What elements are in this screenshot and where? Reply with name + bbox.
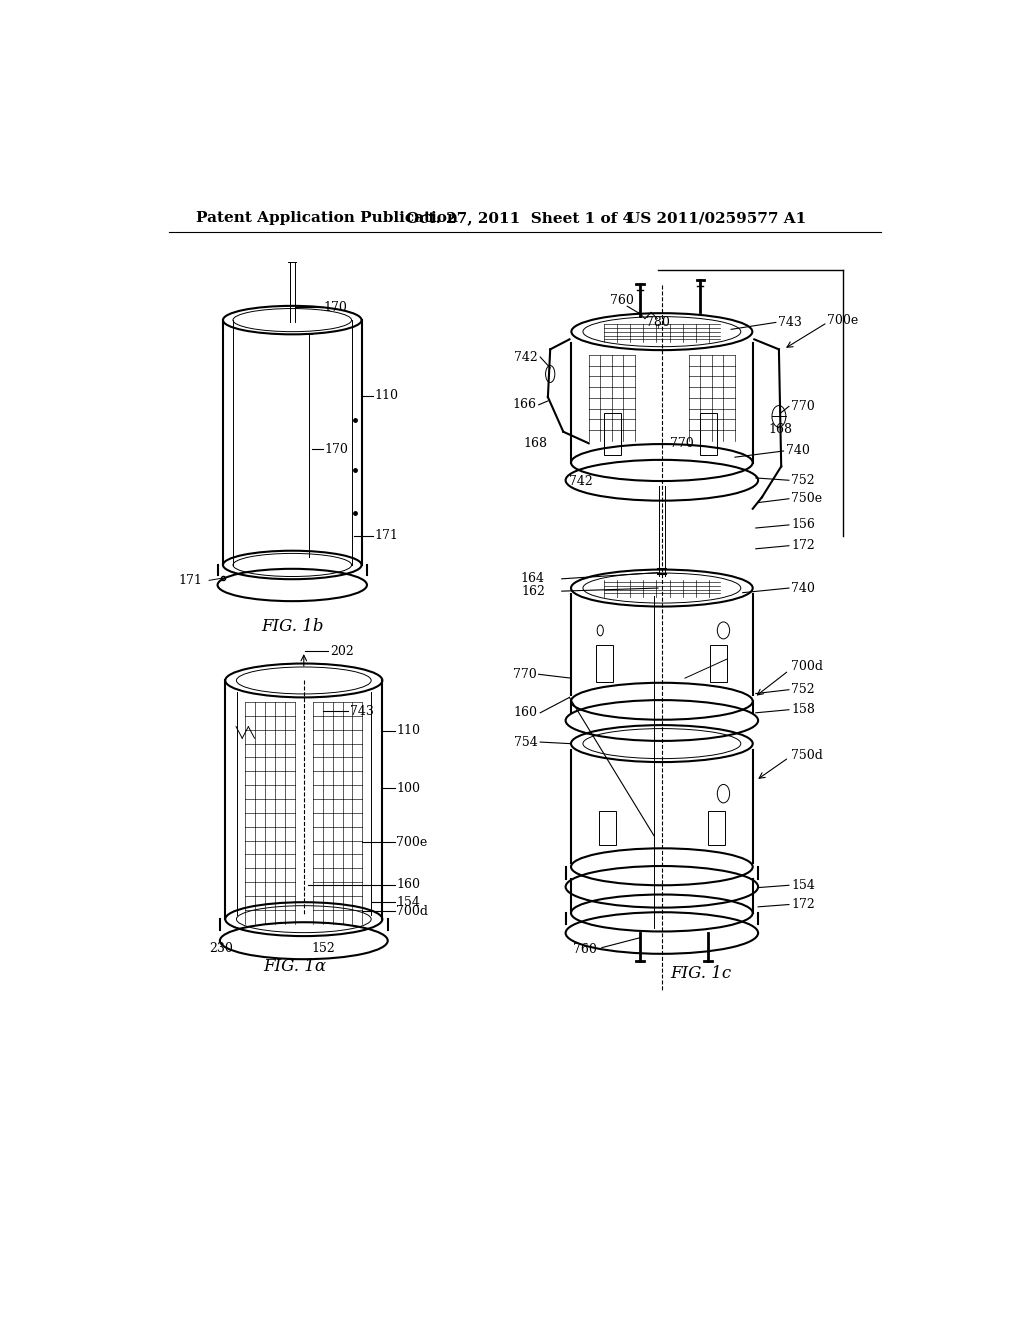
Text: 760: 760: [610, 294, 634, 308]
Text: 172: 172: [792, 539, 815, 552]
Text: 740: 740: [792, 582, 815, 594]
Text: 152: 152: [311, 942, 335, 954]
Bar: [604, 413, 621, 455]
Text: US 2011/0259577 A1: US 2011/0259577 A1: [628, 211, 807, 226]
Text: 110: 110: [375, 389, 398, 403]
Text: 168: 168: [768, 422, 793, 436]
Text: 742: 742: [514, 351, 538, 363]
Text: 743: 743: [350, 705, 374, 718]
Bar: [596, 645, 613, 682]
Text: 156: 156: [792, 519, 815, 532]
Text: FIG. 1c: FIG. 1c: [670, 965, 731, 982]
Text: Patent Application Publication: Patent Application Publication: [196, 211, 458, 226]
Text: 752: 752: [792, 684, 815, 696]
Text: 166: 166: [512, 399, 537, 412]
Text: 164: 164: [521, 573, 545, 585]
Text: 154: 154: [792, 879, 815, 892]
Text: 743: 743: [778, 315, 802, 329]
Text: 230: 230: [209, 942, 232, 954]
Text: 171: 171: [375, 529, 398, 543]
Text: 770: 770: [513, 668, 537, 681]
Bar: [599, 810, 615, 845]
Text: 171: 171: [178, 574, 202, 587]
Text: 154: 154: [396, 896, 420, 908]
Text: 700d: 700d: [792, 660, 823, 673]
Text: 750e: 750e: [792, 492, 822, 506]
Bar: [700, 413, 717, 455]
Text: 770: 770: [792, 400, 815, 413]
Text: 754: 754: [514, 735, 538, 748]
Text: 162: 162: [521, 585, 545, 598]
Text: 158: 158: [792, 704, 815, 717]
Text: 202: 202: [330, 644, 353, 657]
Text: 172: 172: [792, 898, 815, 911]
Text: FIG. 1α: FIG. 1α: [263, 958, 326, 975]
Text: 160: 160: [396, 878, 420, 891]
Text: 700e: 700e: [827, 314, 859, 326]
Text: 170: 170: [325, 444, 348, 455]
Text: FIG. 1b: FIG. 1b: [261, 618, 324, 635]
Text: 742: 742: [569, 475, 593, 488]
Bar: [710, 645, 727, 682]
Text: 168: 168: [524, 437, 548, 450]
Text: 780: 780: [646, 315, 670, 329]
Text: 700e: 700e: [396, 836, 427, 849]
Text: 750d: 750d: [792, 748, 823, 762]
Text: 100: 100: [396, 781, 420, 795]
Text: 752: 752: [792, 474, 815, 487]
Text: 770: 770: [670, 437, 693, 450]
Text: 740: 740: [785, 445, 810, 458]
Text: 170: 170: [323, 301, 347, 314]
Text: 760: 760: [572, 944, 597, 957]
Text: 160: 160: [514, 706, 538, 719]
Text: Oct. 27, 2011  Sheet 1 of 4: Oct. 27, 2011 Sheet 1 of 4: [407, 211, 634, 226]
Bar: [708, 810, 725, 845]
Text: 110: 110: [396, 723, 420, 737]
Text: 700d: 700d: [396, 906, 428, 917]
